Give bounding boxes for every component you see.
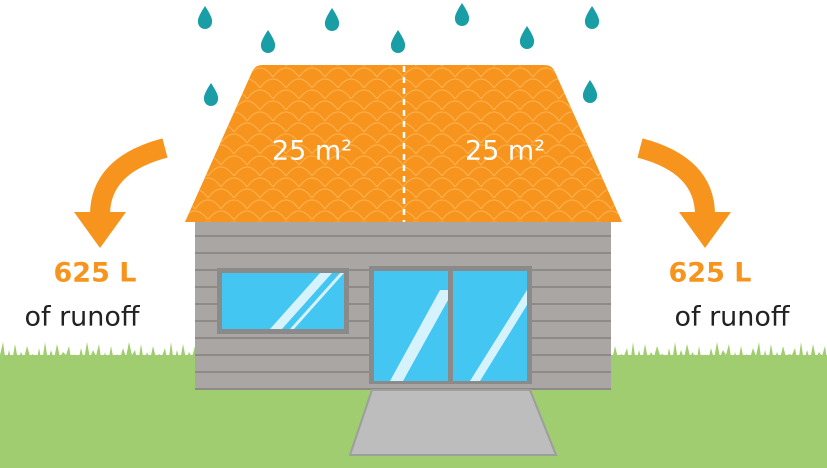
runoff-amount-left: 625 L xyxy=(54,258,137,289)
window xyxy=(217,268,349,334)
runoff-arrows xyxy=(74,138,731,248)
walkway xyxy=(348,389,558,456)
roof-area-right: 25 m² xyxy=(465,136,545,167)
runoff-amount-right: 625 L xyxy=(669,258,752,289)
raindrop xyxy=(519,26,535,49)
raindrop xyxy=(324,8,340,31)
roof-area-left: 25 m² xyxy=(272,136,352,167)
left-arrow xyxy=(90,138,168,216)
raindrop xyxy=(197,6,213,29)
raindrop xyxy=(454,3,470,26)
raindrop xyxy=(390,30,406,53)
runoff-label-right: of runoff xyxy=(674,302,790,333)
roof xyxy=(185,65,622,222)
raindrops xyxy=(197,3,600,106)
left-arrow-head xyxy=(74,212,126,248)
runoff-label-left: of runoff xyxy=(24,302,140,333)
right-arrow-head xyxy=(679,212,731,248)
door xyxy=(369,266,532,384)
raindrop xyxy=(260,30,276,53)
raindrop xyxy=(584,6,600,29)
right-arrow xyxy=(637,138,715,216)
raindrop xyxy=(203,83,219,106)
raindrop xyxy=(582,80,598,103)
